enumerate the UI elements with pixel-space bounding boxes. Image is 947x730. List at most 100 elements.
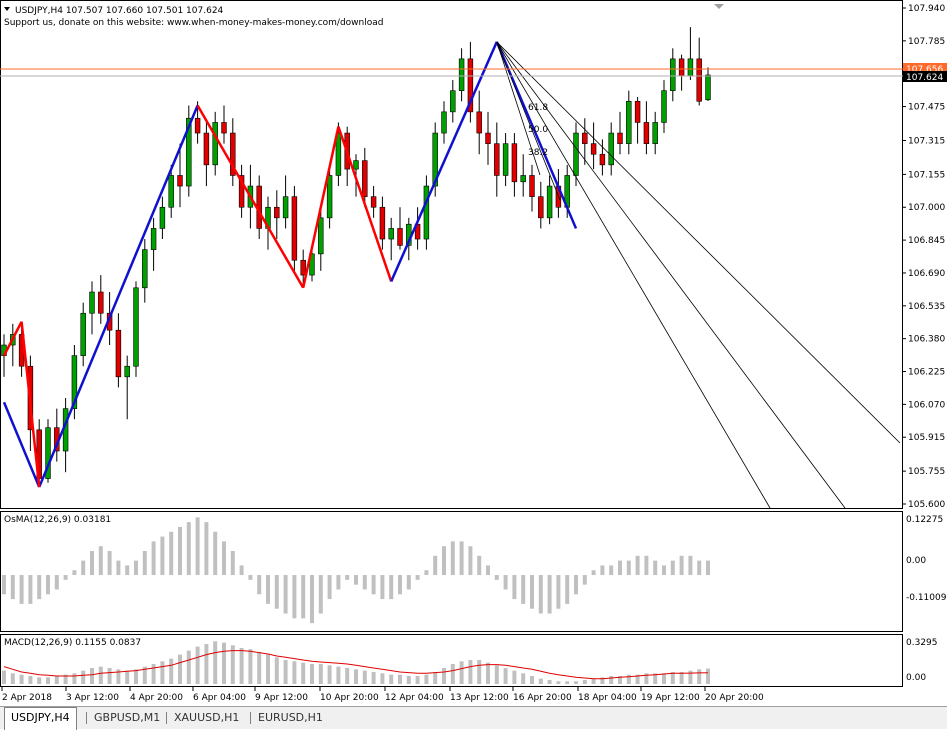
symbol-info: USDJPY,H4 107.507 107.660 107.501 107.62…: [15, 6, 224, 16]
price-tick-label: 106.845: [908, 236, 945, 246]
osma-bar: [310, 575, 314, 624]
price-tick-label: 107.000: [908, 203, 945, 213]
zigzag-segment: [20, 321, 41, 488]
macd-bar: [28, 675, 33, 684]
candle-bull: [546, 185, 553, 219]
macd-bar: [679, 671, 684, 684]
chart-canvas[interactable]: USDJPY,H4 107.507 107.660 107.501 107.62…: [0, 0, 947, 706]
macd-panel-frame: [0, 634, 903, 687]
macd-bar: [274, 657, 279, 684]
osma-bar: [186, 522, 191, 576]
osma-bar: [63, 575, 68, 580]
time-tick-label: 16 Apr 20:00: [513, 693, 572, 703]
macd-bar: [362, 670, 367, 684]
candle-bull: [687, 58, 694, 77]
candle-bull: [450, 90, 456, 113]
chart-tab-eurusd-h1[interactable]: EURUSD,H1: [258, 711, 323, 724]
time-tick-label: 10 Apr 20:00: [320, 693, 379, 703]
candle-bear: [467, 58, 474, 113]
candle-bear: [98, 291, 104, 314]
candle-bear: [494, 143, 500, 176]
macd-bar: [195, 646, 200, 684]
macd-bar: [63, 674, 68, 684]
price-tick-label: 106.380: [908, 335, 945, 345]
candle-bull: [186, 117, 192, 187]
macd-bar: [389, 674, 394, 684]
fib-fan-line: [496, 41, 561, 201]
osma-bar: [424, 570, 429, 576]
macd-bar: [257, 651, 262, 684]
osma-bar: [406, 575, 411, 590]
macd-bar: [107, 667, 112, 684]
osma-tick-top: 0.12275: [906, 515, 943, 525]
candle-bear: [379, 206, 386, 240]
time-tick-label: 12 Apr 04:00: [385, 693, 444, 703]
macd-bar: [327, 665, 332, 684]
macd-bar: [371, 671, 376, 684]
macd-bar: [336, 666, 341, 684]
osma-bar: [486, 565, 490, 576]
candle-bull: [326, 175, 333, 219]
chart-tab-gbpusd-m1[interactable]: GBPUSD,M1: [94, 711, 161, 724]
macd-bar: [618, 675, 622, 684]
candle-bull: [71, 355, 78, 409]
price-tick-label: 107.785: [908, 37, 945, 47]
candle-bull: [80, 312, 86, 356]
chart-tab-usdjpy-h4[interactable]: USDJPY,H4: [4, 707, 77, 730]
candle-bull: [458, 58, 465, 91]
osma-bar: [354, 575, 358, 585]
macd-bar: [521, 673, 526, 684]
osma-bar: [626, 560, 631, 576]
osma-bar: [213, 531, 218, 576]
osma-bar: [222, 541, 226, 576]
osma-bar: [389, 575, 394, 600]
macd-bar: [635, 674, 640, 684]
price-tick-label: 105.755: [908, 467, 945, 477]
candle-bear: [397, 228, 403, 246]
time-tick-label: 3 Apr 12:00: [66, 693, 119, 703]
zigzag-segment: [196, 104, 305, 289]
candle-bull: [388, 228, 394, 240]
time-tick-label: 20 Apr 20:00: [705, 693, 764, 703]
osma-bar: [670, 560, 675, 576]
macd-bar: [503, 667, 508, 684]
tab-separator: [86, 712, 87, 724]
osma-bar: [538, 575, 543, 614]
osma-bar: [54, 575, 59, 590]
macd-bar: [10, 673, 15, 684]
shift-marker-icon[interactable]: [714, 4, 724, 9]
osma-bar: [459, 541, 464, 576]
price-tick-label: 105.600: [908, 500, 945, 510]
macd-bar: [292, 661, 297, 684]
candle-bull: [133, 287, 139, 367]
candle-bull: [282, 196, 289, 219]
macd-bar: [547, 679, 552, 684]
candle-bear: [617, 132, 623, 144]
osma-bar: [160, 536, 165, 576]
macd-bar: [266, 654, 270, 684]
macd-bar: [556, 681, 561, 684]
chart-tab-xauusd-h1[interactable]: XAUUSD,H1: [174, 711, 240, 724]
macd-bar: [565, 681, 570, 684]
time-axis[interactable]: 2 Apr 2018 3 Apr 12:00 4 Apr 20:00 6 Apr 04…: [1, 687, 764, 703]
osma-bar: [415, 575, 420, 580]
chart-tabs-bar: USDJPY,H4 GBPUSD,M1 XAUUSD,H1 EURUSD,H1: [0, 706, 947, 730]
dropdown-arrow-icon[interactable]: [4, 7, 10, 11]
osma-bar: [574, 575, 578, 595]
time-tick-label: 4 Apr 20:00: [130, 693, 183, 703]
osma-bar: [283, 575, 288, 614]
zigzag-segment: [495, 41, 578, 229]
osma-bar: [653, 560, 658, 576]
macd-bar: [310, 663, 314, 684]
fib-fan-line: [496, 41, 846, 509]
macd-bar: [600, 677, 605, 684]
zigzag-segment: [301, 126, 340, 289]
candle-bull: [124, 365, 130, 378]
osma-bar: [72, 570, 77, 576]
candle-bear: [599, 153, 606, 166]
candle-bull: [608, 132, 614, 166]
osma-bar: [477, 555, 482, 576]
candle-bull: [159, 206, 166, 229]
price-tick-label: 107.315: [908, 136, 945, 146]
red-price-box: [903, 63, 947, 74]
